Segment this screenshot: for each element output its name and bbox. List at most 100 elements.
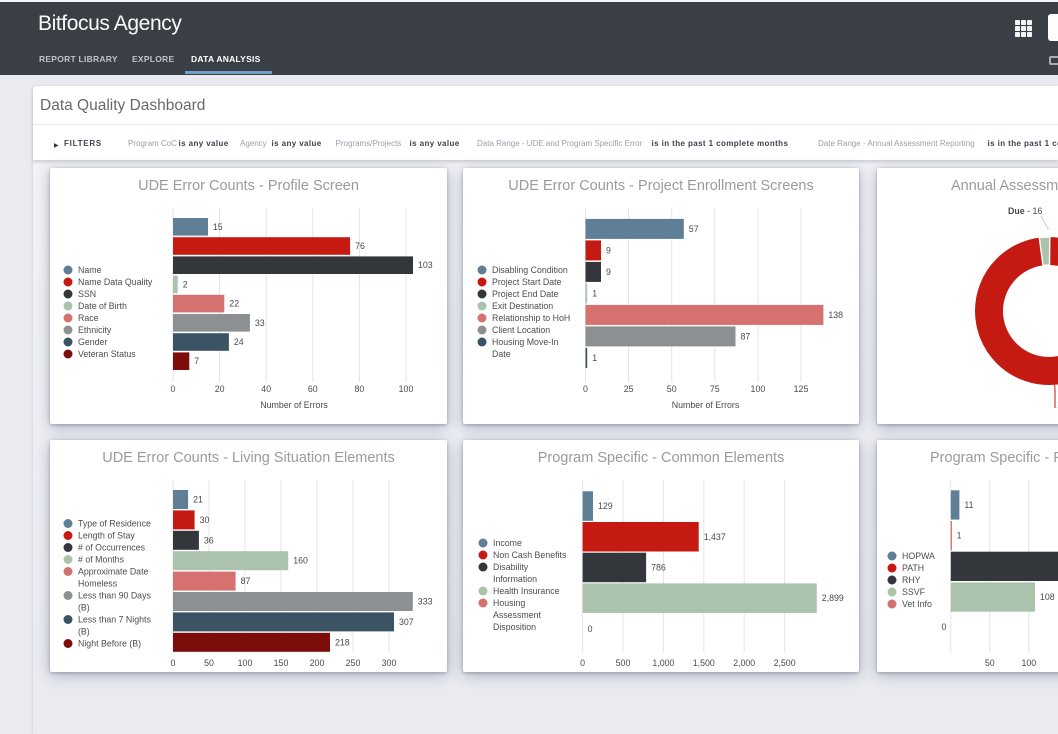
svg-text:0: 0 [171,658,176,668]
svg-text:7: 7 [194,356,199,366]
svg-text:Program Specific - Common Elem: Program Specific - Common Elements [538,450,785,466]
svg-text:UDE Error Counts - Living Situ: UDE Error Counts - Living Situation Elem… [102,450,395,466]
svg-text:1,437: 1,437 [704,532,726,542]
svg-text:0: 0 [583,384,588,394]
svg-text:# of Months: # of Months [78,555,125,565]
svg-text:9: 9 [606,267,611,277]
svg-text:HOPWA: HOPWA [902,551,935,561]
svg-text:Length of Stay: Length of Stay [78,531,135,541]
svg-text:Project End Date: Project End Date [492,289,559,299]
svg-text:Assessment: Assessment [493,610,541,620]
svg-text:129: 129 [598,501,613,511]
svg-text:100: 100 [399,384,414,394]
svg-text:11: 11 [964,500,973,510]
svg-text:20: 20 [215,384,225,394]
svg-text:150: 150 [274,658,289,668]
svg-text:1: 1 [592,288,597,298]
svg-text:76: 76 [355,241,365,251]
svg-text:Date of Birth: Date of Birth [78,301,127,311]
svg-text:Housing: Housing [493,598,525,608]
svg-text:307: 307 [399,617,414,627]
svg-text:50: 50 [985,658,995,668]
svg-text:Disabling Condition: Disabling Condition [492,265,568,275]
svg-text:333: 333 [418,597,433,607]
svg-text:9: 9 [606,245,611,255]
svg-text:Night Before (B): Night Before (B) [78,639,141,649]
svg-text:Exit Destination: Exit Destination [492,301,553,311]
svg-text:87: 87 [741,331,751,341]
svg-text:Gender: Gender [78,337,107,347]
svg-text:21: 21 [193,495,203,505]
svg-text:2,000: 2,000 [733,658,755,668]
svg-text:786: 786 [651,562,666,572]
svg-text:100: 100 [1021,658,1036,668]
svg-text:108: 108 [1040,592,1055,602]
svg-text:Type of Residence: Type of Residence [78,519,151,529]
svg-text:UDE Error Counts - Profile Scr: UDE Error Counts - Profile Screen [138,178,359,194]
svg-text:Ethnicity: Ethnicity [78,325,112,335]
svg-text:300: 300 [382,658,397,668]
svg-text:# of Occurrences: # of Occurrences [78,543,146,553]
svg-text:60: 60 [308,384,318,394]
svg-text:Due - 16: Due - 16 [1008,206,1042,216]
svg-text:103: 103 [418,260,433,270]
svg-text:RHY: RHY [902,575,921,585]
svg-text:1,500: 1,500 [693,658,715,668]
svg-text:Name: Name [78,265,102,275]
svg-text:Less than 90 Days: Less than 90 Days [78,591,151,601]
svg-text:Program Specific - Federal Par: Program Specific - Federal Partners [930,450,1058,466]
svg-text:Homeless: Homeless [78,579,118,589]
svg-text:Name Data Quality: Name Data Quality [78,277,153,287]
svg-text:80: 80 [355,384,365,394]
svg-text:24: 24 [234,337,244,347]
svg-text:75: 75 [710,384,720,394]
svg-text:250: 250 [346,658,361,668]
svg-text:Health Insurance: Health Insurance [493,586,560,596]
svg-text:100: 100 [751,384,766,394]
svg-text:Disability: Disability [493,562,529,572]
svg-text:Disposition: Disposition [493,622,536,632]
svg-text:1: 1 [957,531,962,541]
svg-text:0: 0 [171,384,176,394]
svg-text:36: 36 [204,535,214,545]
svg-text:100: 100 [238,658,253,668]
svg-text:Date: Date [492,349,511,359]
svg-text:50: 50 [204,658,214,668]
svg-text:Veteran Status: Veteran Status [78,349,136,359]
svg-text:2,500: 2,500 [774,658,796,668]
svg-text:125: 125 [794,384,809,394]
svg-text:2: 2 [183,279,188,289]
svg-text:22: 22 [229,299,239,309]
svg-text:Less than 7 Nights: Less than 7 Nights [78,615,151,625]
svg-text:500: 500 [616,658,631,668]
svg-text:57: 57 [689,224,699,234]
svg-text:200: 200 [310,658,325,668]
svg-text:15: 15 [213,222,223,232]
svg-text:Project Start Date: Project Start Date [492,277,562,287]
svg-text:SSN: SSN [78,289,96,299]
svg-text:Relationship to HoH: Relationship to HoH [492,313,570,323]
svg-text:40: 40 [261,384,271,394]
svg-text:Number of Errors: Number of Errors [672,400,740,410]
svg-text:160: 160 [293,556,308,566]
svg-text:30: 30 [200,515,210,525]
svg-text:PATH: PATH [902,563,924,573]
svg-text:33: 33 [255,318,265,328]
svg-text:1,000: 1,000 [652,658,674,668]
svg-text:(B): (B) [78,603,90,613]
svg-text:25: 25 [624,384,634,394]
svg-text:0: 0 [580,658,585,668]
svg-text:1: 1 [592,353,597,363]
svg-text:(B): (B) [78,627,90,637]
svg-text:87: 87 [241,576,251,586]
svg-text:Client Location: Client Location [492,325,550,335]
svg-text:Vet Info: Vet Info [902,599,932,609]
svg-text:2,899: 2,899 [822,593,844,603]
svg-text:Housing Move-In: Housing Move-In [492,337,559,347]
svg-text:0: 0 [588,624,593,634]
svg-text:Non Cash Benefits: Non Cash Benefits [493,550,567,560]
svg-text:138: 138 [828,310,843,320]
svg-text:0: 0 [942,622,947,632]
svg-text:Number of Errors: Number of Errors [260,400,328,410]
svg-text:Income: Income [493,538,522,548]
